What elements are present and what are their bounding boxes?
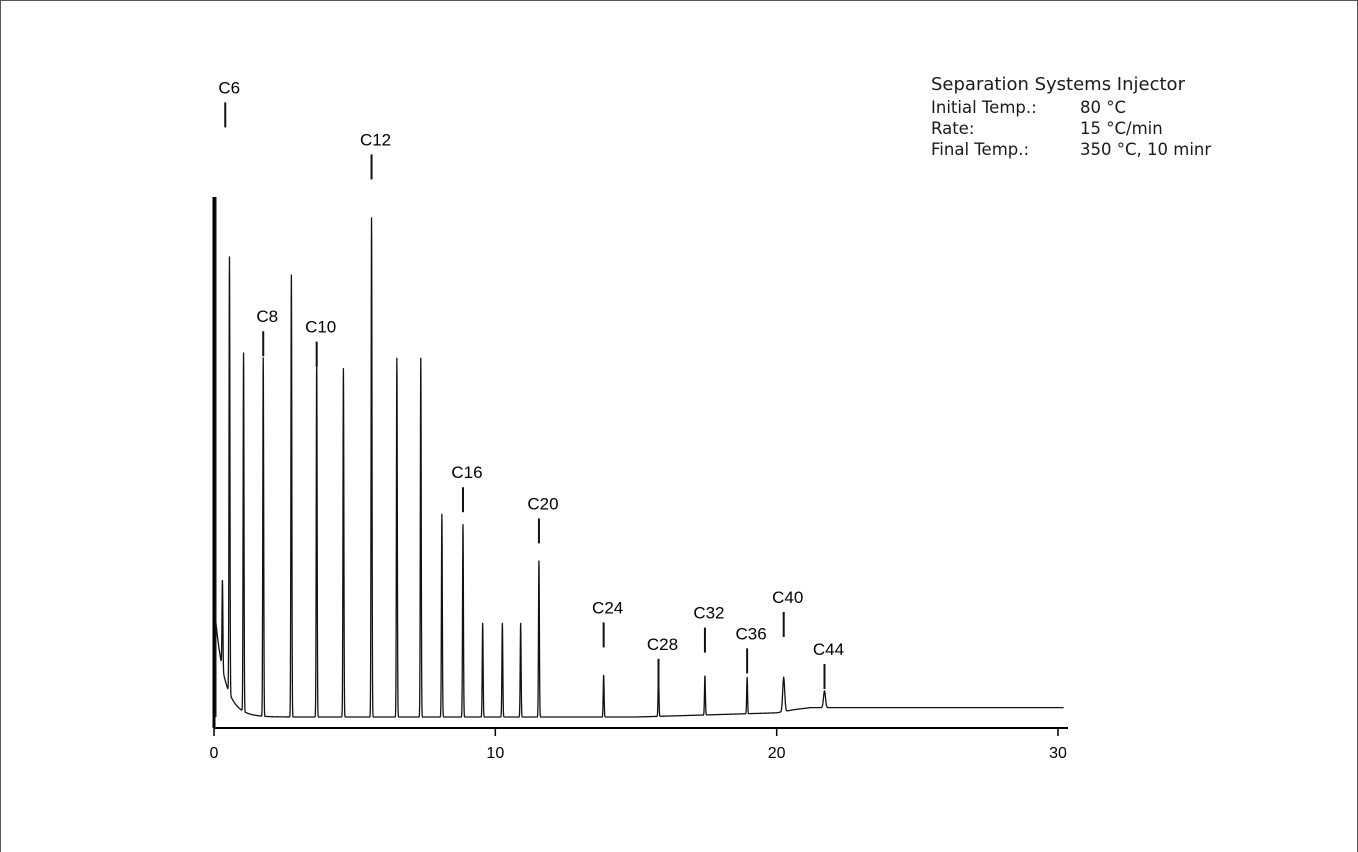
- peak-apex: [783, 677, 785, 679]
- info-key: Rate:: [931, 119, 975, 138]
- x-tick-label: 10: [486, 745, 504, 762]
- peak-apex: [441, 513, 443, 515]
- peak-label-c24: C24: [592, 598, 623, 617]
- peak-label-c10: C10: [305, 318, 336, 337]
- info-row-initial-temp: Initial Temp.: 80 °C: [931, 98, 1185, 119]
- peak-apex: [370, 217, 373, 219]
- peak-label-c16: C16: [451, 463, 482, 482]
- peak-label-c20: C20: [527, 494, 558, 513]
- peak-label-c36: C36: [736, 624, 767, 643]
- chromatogram-trace: [213, 217, 1064, 718]
- peak-apex: [420, 357, 422, 359]
- peak-label-c6: C6: [218, 78, 240, 97]
- peak-apex: [482, 622, 484, 625]
- info-value: 350 °C, 10 minr: [1080, 140, 1212, 159]
- peak-apex: [221, 628, 224, 630]
- peak-label-c40: C40: [772, 588, 803, 607]
- peak-label-c32: C32: [693, 604, 724, 623]
- info-value: 80 °C: [1080, 98, 1127, 117]
- peak-apex: [262, 357, 264, 359]
- info-row-final-temp: Final Temp.: 350 °C, 10 minr: [931, 140, 1211, 161]
- peak-apex: [603, 674, 605, 677]
- info-value: 15 °C/min: [1080, 119, 1163, 138]
- x-tick-label: 0: [210, 745, 219, 762]
- info-row-rate: Rate: 15 °C/min: [931, 119, 1185, 140]
- peak-apex: [242, 357, 245, 359]
- info-key: Final Temp.:: [931, 140, 1030, 159]
- peak-apex: [538, 560, 540, 562]
- peak-label-c12: C12: [360, 130, 391, 149]
- info-key: Initial Temp.:: [931, 98, 1037, 117]
- peak-apex: [746, 676, 748, 678]
- peak-apex: [501, 622, 503, 625]
- peak-apex: [228, 279, 231, 281]
- peak-apex: [704, 675, 706, 677]
- peak-apex: [342, 368, 345, 370]
- peak-label-c44: C44: [813, 640, 844, 659]
- peak-apex: [520, 622, 522, 625]
- method-info-title: Separation Systems Injector: [931, 74, 1185, 95]
- peak-apex: [462, 524, 464, 526]
- peak-label-c28: C28: [647, 635, 678, 654]
- method-info-panel: Separation Systems Injector Initial Temp…: [931, 74, 1211, 161]
- peak-apex: [396, 357, 398, 359]
- peak-apex: [290, 274, 292, 276]
- peak-label-c8: C8: [256, 307, 278, 326]
- x-tick-label: 20: [768, 745, 786, 762]
- x-tick-label: 30: [1049, 745, 1067, 762]
- peak-apex: [823, 690, 826, 692]
